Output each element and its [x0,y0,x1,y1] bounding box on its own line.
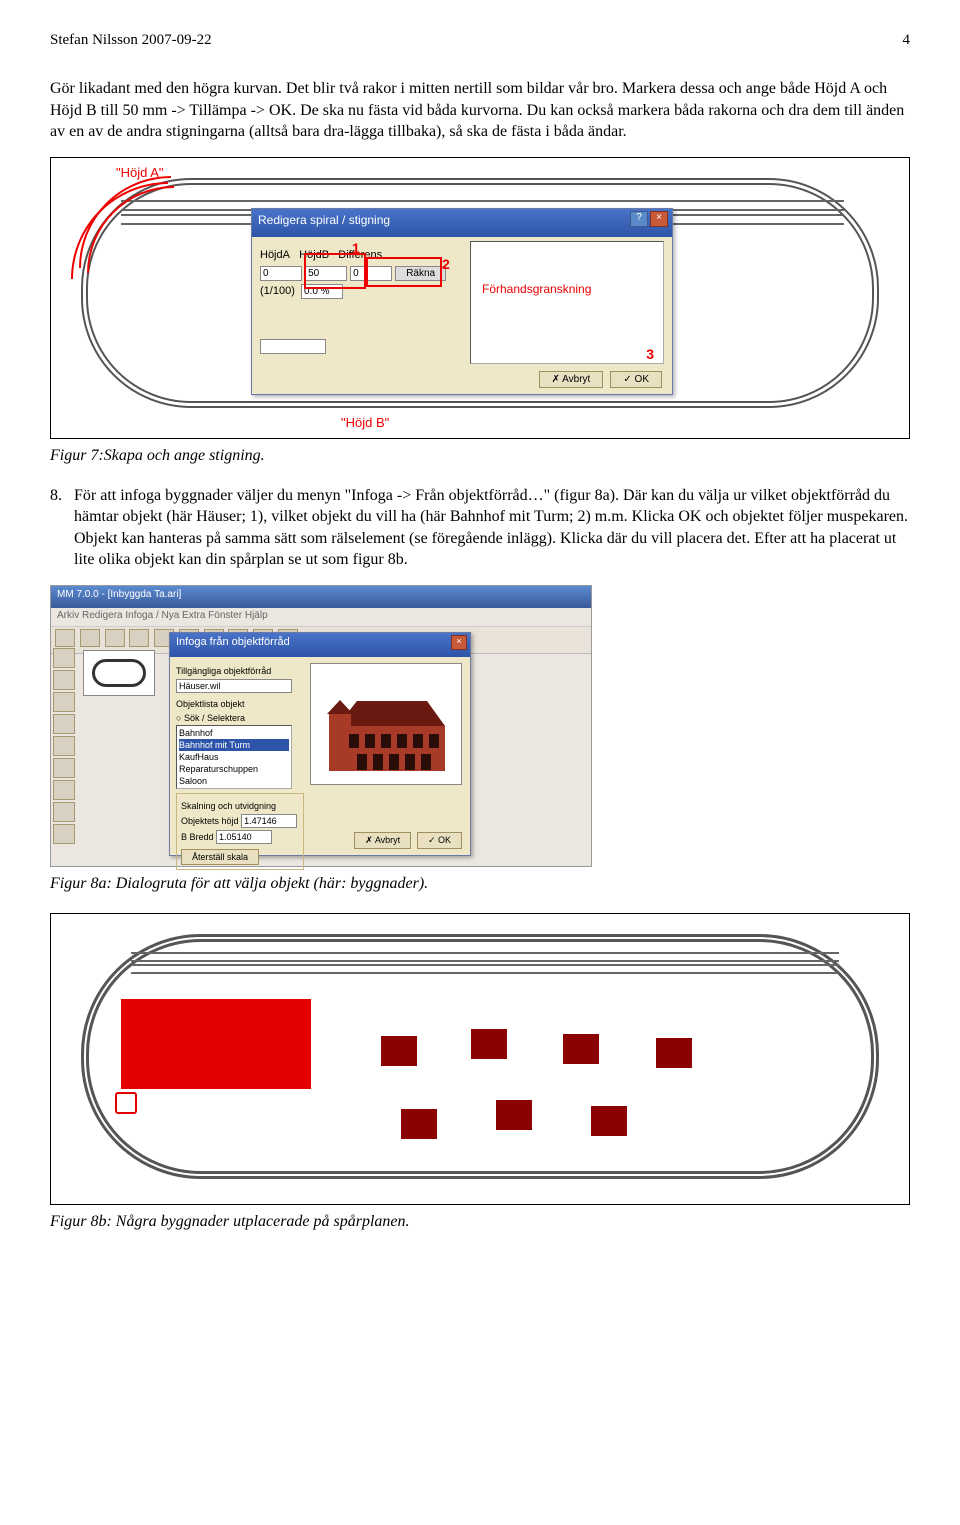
window-icon [429,734,439,748]
tool-btn[interactable] [53,648,75,668]
object-dialog: Infoga från objektförråd × Tillgängliga … [169,632,471,856]
window-icon [397,734,407,748]
figure-8a-caption: Figur 8a: Dialogruta för att välja objek… [50,873,910,895]
tool-btn[interactable] [53,692,75,712]
small-building [401,1109,437,1139]
header-author-date: Stefan Nilsson 2007-09-22 [50,32,212,48]
dialog-close-icon[interactable]: × [451,635,467,650]
tool-btn[interactable] [53,670,75,690]
object-preview [310,663,462,785]
field-label-hojd-a: HöjdA [260,249,290,261]
small-building [381,1036,417,1066]
door-icon [373,754,383,770]
window-icon [349,734,359,748]
tool-btn[interactable] [53,736,75,756]
window-icon [413,734,423,748]
door-icon [389,754,399,770]
highlight-box-1 [304,253,366,289]
scale-section: Skalning och utvidgning Objektets höjd B… [176,793,304,870]
figure-7-caption: Figur 7:Skapa och ange stigning. [50,445,910,467]
list-item[interactable]: KaufHaus [179,751,289,763]
small-building [656,1038,692,1068]
reset-scale-button[interactable]: Återställ skala [181,849,259,865]
window-icon [365,734,375,748]
small-building [496,1100,532,1130]
toolbar-btn[interactable] [80,629,100,647]
hojd-a-input[interactable] [260,266,302,281]
figure-8b [50,913,910,1205]
door-icon [421,754,431,770]
figure-7: "Höjd A" "Höjd B" Redigera spiral / stig… [50,157,910,439]
ok-button[interactable]: ✓ OK [417,832,462,849]
building-preview-svg [317,676,457,776]
width-input[interactable] [241,814,297,828]
cancel-button[interactable]: ✗ Avbryt [354,832,411,849]
tool-btn[interactable] [53,758,75,778]
figure-8a: MM 7.0.0 - [Inbyggda Ta.ari] Arkiv Redig… [50,585,910,867]
dialog-close-icon[interactable]: × [650,211,668,227]
annotation-3: 3 [646,345,654,364]
toolbar-btn[interactable] [129,629,149,647]
tower-roof [327,700,353,714]
red-curve-3 [87,186,174,273]
page-number: 4 [903,30,911,50]
label-hojd-b: "Höjd B" [341,414,389,432]
list-text-8: För att infoga byggnader väljer du menyn… [74,485,910,571]
door-icon [357,754,367,770]
list-item-8: 8. För att infoga byggnader väljer du me… [50,485,910,571]
tool-btn[interactable] [53,802,75,822]
object-dialog-titlebar[interactable]: Infoga från objektförråd × [170,633,470,657]
para-1: Gör likadant med den högra kurvan. Det b… [50,78,910,143]
figure-8b-caption: Figur 8b: Några byggnader utplacerade på… [50,1211,910,1233]
highlight-box-2 [366,257,442,287]
window-icon [381,734,391,748]
origin-marker-icon [115,1092,137,1114]
list-number-8: 8. [50,485,74,571]
list-item[interactable]: Tunnel [179,788,289,789]
plan-thumbnail[interactable] [83,650,155,696]
dialog-help-icon[interactable]: ? [630,211,648,227]
small-building [471,1029,507,1059]
tool-btn[interactable] [53,714,75,734]
object-listbox[interactable]: Bahnhof Bahnhof mit Turm KaufHaus Repara… [176,725,292,789]
large-building [121,999,311,1089]
preview-area [470,241,664,364]
tool-btn[interactable] [53,780,75,800]
extra-input[interactable] [260,339,326,354]
ok-button[interactable]: ✓ OK [610,371,662,388]
ratio-label: (1/100) [260,285,295,297]
small-building [563,1034,599,1064]
object-dialog-title: Infoga från objektförråd [176,636,290,648]
dialog-titlebar[interactable]: Redigera spiral / stigning ? × [252,209,672,237]
menubar[interactable]: Arkiv Redigera Infoga / Nya Extra Fönste… [51,608,591,627]
list-item[interactable]: Bahnhof mit Turm [179,739,289,751]
tool-btn[interactable] [53,824,75,844]
toolbar-btn[interactable] [105,629,125,647]
left-toolstrip [53,648,77,846]
list-item[interactable]: Bahnhof [179,727,289,739]
label-hojd-a: "Höjd A" [116,164,164,182]
dialog-title: Redigera spiral / stigning [258,213,390,227]
door-icon [405,754,415,770]
building-roof [337,701,445,726]
scale-section-title: Skalning och utvidgning [181,800,299,812]
list-item[interactable]: Reparaturschuppen [179,763,289,775]
annotation-2: 2 [442,255,450,274]
cancel-button[interactable]: ✗ Avbryt [539,371,604,388]
page-header: Stefan Nilsson 2007-09-22 4 [50,30,910,50]
building-tower [329,714,351,771]
annotation-1: 1 [352,239,360,258]
track-inner-2 [131,964,839,974]
toolbar-btn[interactable] [55,629,75,647]
list-item[interactable]: Saloon [179,775,289,787]
track-inner-1 [131,952,839,962]
app-titlebar: MM 7.0.0 - [Inbyggda Ta.ari] [51,586,591,608]
small-building [591,1106,627,1136]
height-input[interactable] [216,830,272,844]
preview-label: Förhandsgranskning [482,281,591,297]
gradient-dialog: Redigera spiral / stigning ? × HöjdA Höj… [251,208,673,395]
forrad-select[interactable] [176,679,292,693]
